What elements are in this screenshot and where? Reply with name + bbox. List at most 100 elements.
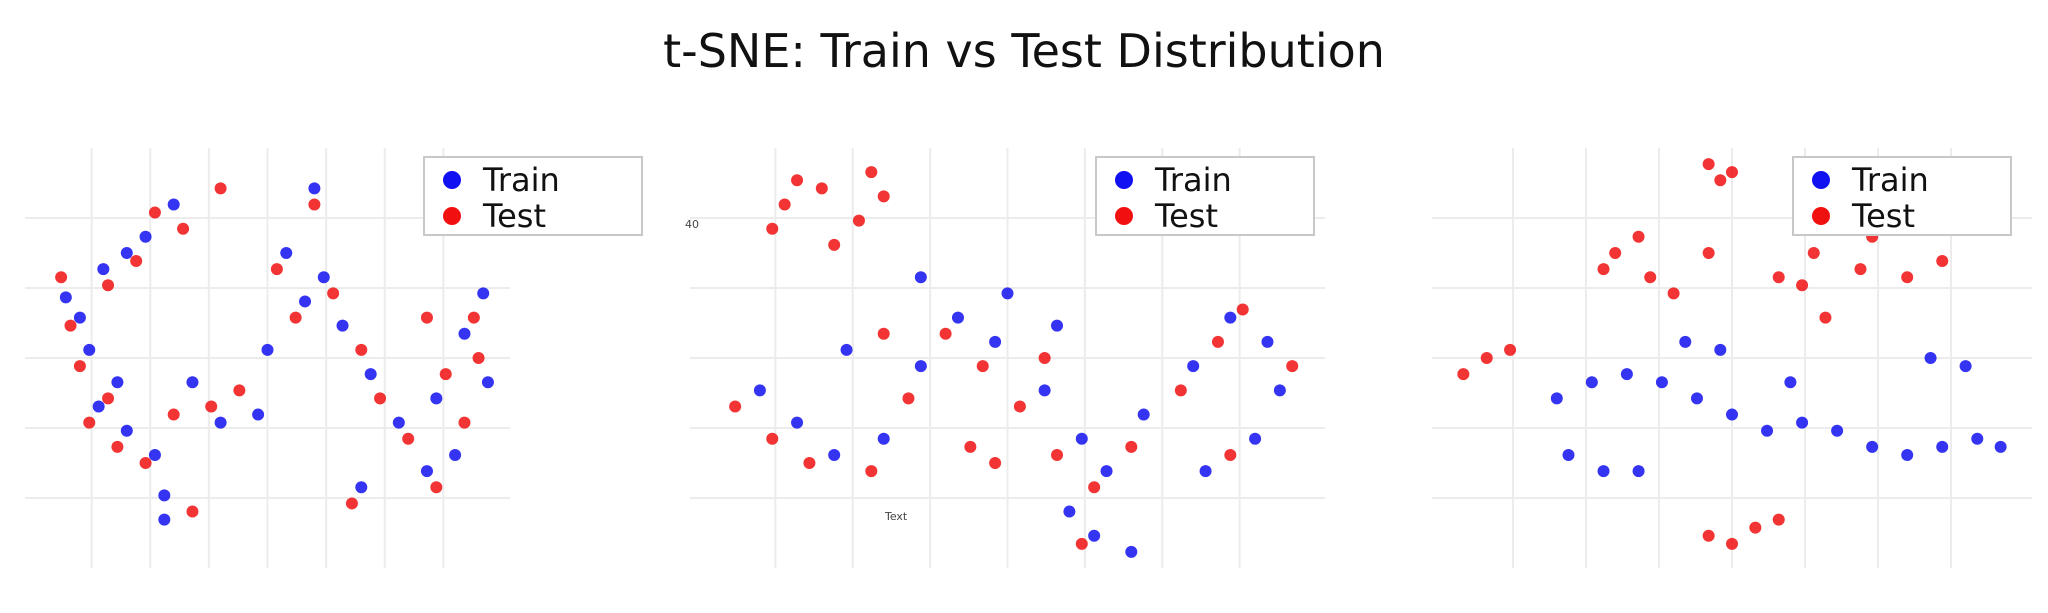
point-test — [1644, 271, 1657, 284]
point-test — [374, 392, 387, 405]
point-train — [1866, 440, 1879, 453]
point-test — [167, 408, 180, 421]
legend-label-train: Train — [1155, 161, 1232, 199]
point-test — [828, 238, 841, 251]
point-train — [392, 416, 405, 429]
point-test — [1901, 271, 1914, 284]
point-train — [111, 376, 124, 389]
point-test — [803, 457, 816, 470]
point-test — [1051, 448, 1064, 461]
point-train — [167, 198, 180, 211]
point-test — [766, 222, 779, 235]
tsne-panel-2: 40 Train Test Text — [685, 148, 1325, 568]
point-train — [1714, 343, 1727, 356]
point-train — [420, 465, 433, 478]
point-test — [939, 327, 952, 340]
point-test — [186, 505, 199, 518]
point-test — [1819, 311, 1832, 324]
point-test — [148, 206, 161, 219]
point-train — [1224, 311, 1237, 324]
point-train — [877, 432, 890, 445]
legend-label-test: Test — [483, 197, 547, 235]
point-test — [1702, 529, 1715, 542]
point-train — [186, 376, 199, 389]
point-test — [467, 311, 480, 324]
point-train — [355, 481, 368, 494]
point-train — [477, 287, 490, 300]
legend-entry-test: Test — [1115, 197, 1218, 235]
point-train — [951, 311, 964, 324]
point-test — [55, 271, 68, 284]
point-train — [1585, 376, 1598, 389]
point-test — [64, 319, 77, 332]
legend-label-test: Test — [1852, 197, 1916, 235]
point-train — [1959, 360, 1972, 373]
point-train — [336, 319, 349, 332]
point-train — [1550, 392, 1563, 405]
point-train — [430, 392, 443, 405]
point-test — [1286, 360, 1299, 373]
point-train — [158, 489, 171, 502]
point-train — [1971, 432, 1984, 445]
point-test — [1726, 537, 1738, 550]
point-train — [92, 400, 105, 413]
point-test — [1772, 271, 1785, 284]
point-train — [317, 271, 330, 284]
point-test — [327, 287, 340, 300]
point-test — [1504, 343, 1517, 356]
point-train — [1199, 465, 1212, 478]
point-test — [1038, 352, 1051, 364]
point-test — [865, 465, 878, 478]
point-test — [1125, 440, 1138, 453]
point-test — [83, 416, 96, 429]
point-test — [852, 214, 865, 227]
annotation-text: Text — [885, 510, 908, 523]
legend-marker-train — [1115, 171, 1133, 189]
point-test — [989, 457, 1002, 470]
point-train — [828, 448, 841, 461]
point-test — [402, 432, 415, 445]
point-test — [439, 368, 452, 381]
point-test — [270, 263, 283, 276]
point-test — [458, 416, 471, 429]
point-test — [1211, 335, 1224, 348]
point-train — [1690, 392, 1703, 405]
tsne-panel-1: Train Test — [25, 148, 643, 568]
point-test — [964, 440, 977, 453]
point-test — [1702, 158, 1715, 171]
point-train — [1137, 408, 1150, 421]
point-train — [1620, 368, 1633, 381]
point-test — [1075, 537, 1088, 550]
point-test — [1174, 384, 1187, 397]
point-train — [214, 416, 227, 429]
point-train — [1063, 505, 1076, 518]
point-test — [420, 311, 433, 324]
point-train — [1088, 529, 1101, 542]
legend-3: Train Test — [1792, 156, 2012, 236]
point-test — [355, 343, 368, 356]
point-test — [1457, 368, 1470, 381]
point-test — [865, 166, 878, 179]
point-train — [1597, 465, 1610, 478]
point-train — [449, 448, 462, 461]
legend-entry-train: Train — [443, 161, 560, 199]
point-train — [1761, 424, 1774, 437]
point-train — [1679, 335, 1692, 348]
point-test — [1480, 352, 1493, 364]
point-test — [1013, 400, 1026, 413]
point-test — [472, 352, 485, 364]
scatter-plot-1 — [25, 148, 510, 568]
point-train — [1784, 376, 1797, 389]
point-test — [1807, 246, 1820, 259]
point-train — [299, 295, 312, 308]
point-train — [914, 360, 927, 373]
point-train — [1100, 465, 1113, 478]
point-train — [481, 376, 494, 389]
point-test — [1772, 513, 1785, 526]
point-test — [205, 400, 218, 413]
point-test — [345, 497, 358, 510]
point-test — [289, 311, 302, 324]
point-test — [815, 182, 828, 195]
point-test — [1224, 448, 1237, 461]
point-train — [1562, 448, 1575, 461]
